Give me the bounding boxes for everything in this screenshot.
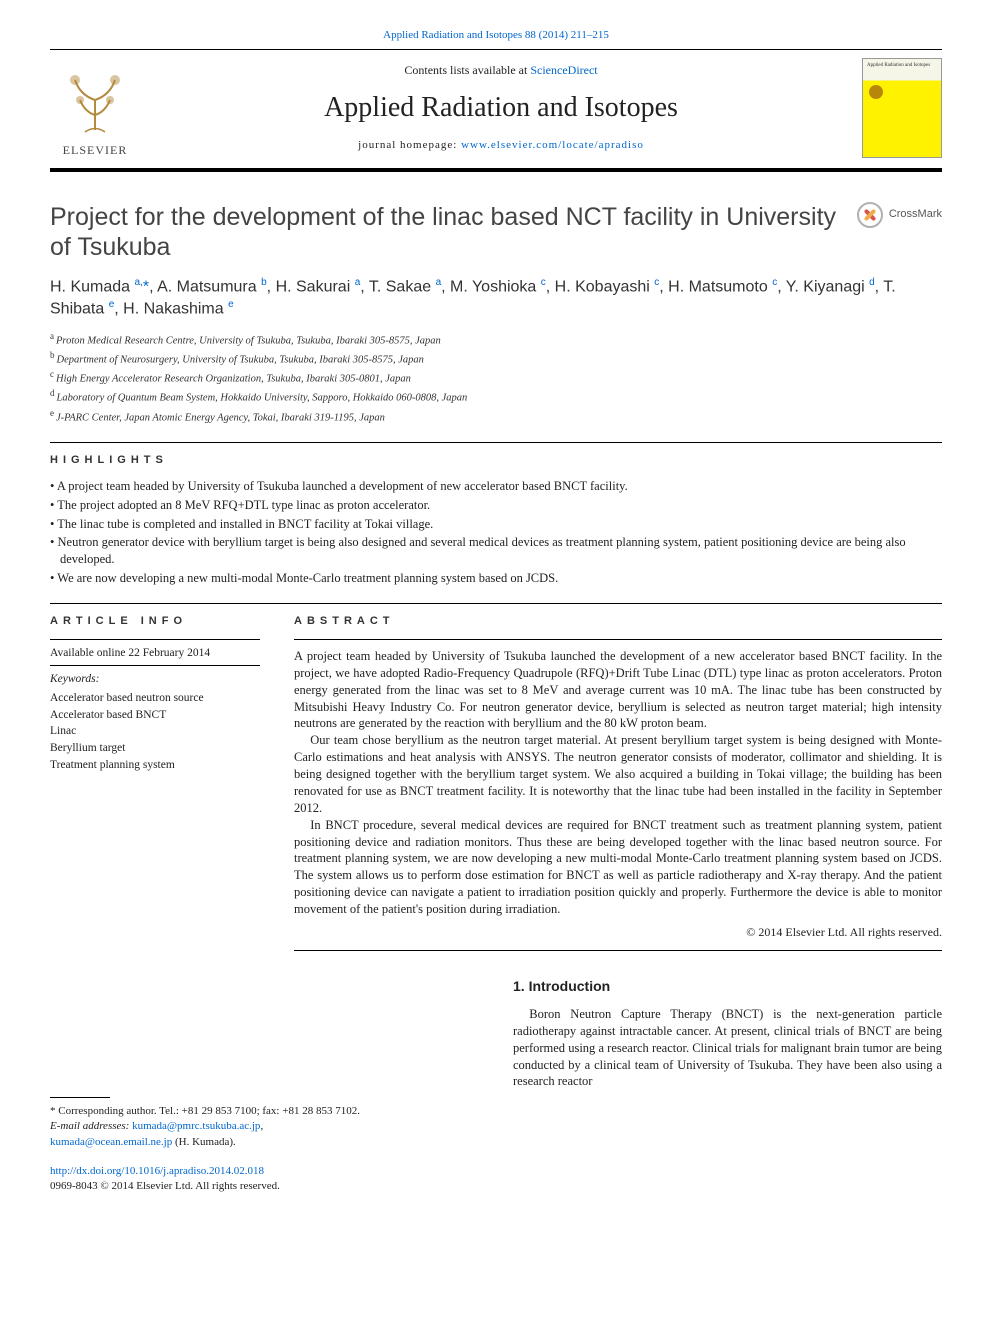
article-title: Project for the development of the linac…	[50, 202, 841, 262]
affiliations: aProton Medical Research Centre, Univers…	[50, 330, 942, 426]
divider	[50, 603, 942, 604]
email-link[interactable]: kumada@ocean.email.ne.jp	[50, 1136, 172, 1148]
divider	[50, 639, 260, 640]
sciencedirect-link[interactable]: ScienceDirect	[530, 63, 597, 77]
email-label: E-mail addresses:	[50, 1120, 132, 1132]
section-heading: 1. Introduction	[513, 977, 942, 996]
email-link[interactable]: kumada@pmrc.tsukuba.ac.jp	[132, 1120, 260, 1132]
body-columns: * Corresponding author. Tel.: +81 29 853…	[50, 977, 942, 1194]
homepage-prefix: journal homepage:	[358, 139, 461, 151]
affiliation: aProton Medical Research Centre, Univers…	[50, 330, 942, 349]
abstract: ABSTRACT A project team headed by Univer…	[294, 614, 942, 951]
affiliation: eJ-PARC Center, Japan Atomic Energy Agen…	[50, 407, 942, 426]
masthead-center: Contents lists available at ScienceDirec…	[154, 62, 848, 153]
top-citation-link[interactable]: Applied Radiation and Isotopes 88 (2014)…	[383, 29, 609, 41]
homepage-link[interactable]: www.elsevier.com/locate/apradiso	[461, 139, 644, 151]
highlights-list: A project team headed by University of T…	[50, 478, 942, 587]
abstract-label: ABSTRACT	[294, 614, 942, 629]
crossmark-label: CrossMark	[889, 207, 942, 222]
body-paragraph: Boron Neutron Capture Therapy (BNCT) is …	[513, 1006, 942, 1090]
highlights-label: HIGHLIGHTS	[50, 453, 942, 468]
contents-prefix: Contents lists available at	[404, 63, 530, 77]
elsevier-wordmark: ELSEVIER	[63, 142, 128, 158]
abstract-copyright: © 2014 Elsevier Ltd. All rights reserved…	[294, 924, 942, 940]
keywords-label: Keywords:	[50, 672, 260, 688]
info-abstract-row: ARTICLE INFO Available online 22 Februar…	[50, 614, 942, 951]
affiliation: bDepartment of Neurosurgery, University …	[50, 349, 942, 368]
journal-title: Applied Radiation and Isotopes	[154, 89, 848, 127]
affiliation: cHigh Energy Accelerator Research Organi…	[50, 368, 942, 387]
cover-thumb-icon	[869, 85, 883, 99]
email-line: E-mail addresses: kumada@pmrc.tsukuba.ac…	[50, 1119, 479, 1150]
article-header: Project for the development of the linac…	[50, 202, 942, 262]
masthead: ELSEVIER Contents lists available at Sci…	[50, 49, 942, 172]
highlight-item: A project team headed by University of T…	[50, 478, 942, 495]
abstract-paragraph: In BNCT procedure, several medical devic…	[294, 817, 942, 918]
article-info: ARTICLE INFO Available online 22 Februar…	[50, 614, 260, 951]
highlight-item: Neutron generator device with beryllium …	[50, 534, 942, 568]
right-column: 1. Introduction Boron Neutron Capture Th…	[513, 977, 942, 1194]
elsevier-tree-icon	[60, 70, 130, 140]
highlight-item: The linac tube is completed and installe…	[50, 516, 942, 533]
homepage-line: journal homepage: www.elsevier.com/locat…	[154, 138, 848, 153]
affiliation: dLaboratory of Quantum Beam System, Hokk…	[50, 387, 942, 406]
article-info-label: ARTICLE INFO	[50, 614, 260, 629]
keyword: Treatment planning system	[50, 757, 260, 774]
available-online: Available online 22 February 2014	[50, 646, 260, 667]
top-citation: Applied Radiation and Isotopes 88 (2014)…	[50, 28, 942, 43]
keyword: Accelerator based BNCT	[50, 707, 260, 724]
authors-line: H. Kumada a,*, A. Matsumura b, H. Sakura…	[50, 276, 942, 320]
highlight-item: We are now developing a new multi-modal …	[50, 570, 942, 587]
footnote-rule	[50, 1097, 110, 1098]
journal-cover-thumb: Applied Radiation and Isotopes	[862, 58, 942, 158]
contents-line: Contents lists available at ScienceDirec…	[154, 62, 848, 78]
abstract-paragraph: A project team headed by University of T…	[294, 648, 942, 732]
keyword: Linac	[50, 723, 260, 740]
highlights-section: HIGHLIGHTS A project team headed by Univ…	[50, 453, 942, 587]
footnotes: * Corresponding author. Tel.: +81 29 853…	[50, 1097, 479, 1150]
highlight-item: The project adopted an 8 MeV RFQ+DTL typ…	[50, 497, 942, 514]
elsevier-logo: ELSEVIER	[50, 58, 140, 158]
doi-block: http://dx.doi.org/10.1016/j.apradiso.201…	[50, 1164, 479, 1194]
crossmark-widget[interactable]: CrossMark	[857, 202, 942, 228]
divider	[50, 442, 942, 443]
keyword: Accelerator based neutron source	[50, 690, 260, 707]
abstract-paragraph: Our team chose beryllium as the neutron …	[294, 732, 942, 816]
divider	[294, 950, 942, 951]
keyword: Beryllium target	[50, 740, 260, 757]
crossmark-icon	[857, 202, 883, 228]
doi-link[interactable]: http://dx.doi.org/10.1016/j.apradiso.201…	[50, 1165, 264, 1177]
issn-line: 0969-8043 © 2014 Elsevier Ltd. All right…	[50, 1180, 280, 1192]
divider	[294, 639, 942, 640]
cover-thumb-label: Applied Radiation and Isotopes	[867, 63, 937, 70]
left-column: * Corresponding author. Tel.: +81 29 853…	[50, 977, 479, 1194]
corresponding-author: * Corresponding author. Tel.: +81 29 853…	[50, 1104, 479, 1119]
